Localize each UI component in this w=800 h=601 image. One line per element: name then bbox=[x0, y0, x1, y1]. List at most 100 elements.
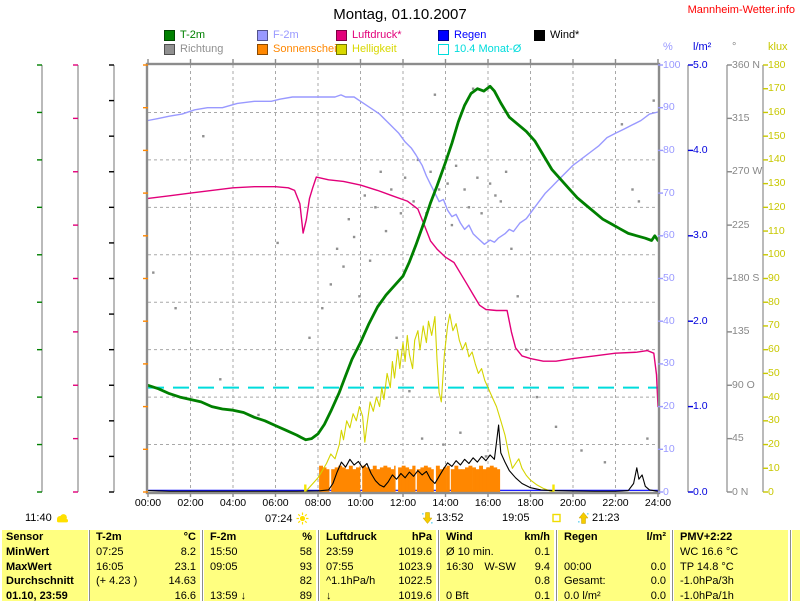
legend-label: Sonnenschein bbox=[273, 43, 343, 55]
series-sunshine-bar bbox=[457, 469, 462, 492]
table-group-f-2m: F-2m% 15:50 58 09:05 93 82 13:59 ↓ 89 bbox=[204, 530, 316, 601]
axis-label-percent: 0 bbox=[663, 485, 669, 498]
axis-label-brightness: 0 bbox=[768, 485, 774, 498]
axis-label-percent: 90 bbox=[663, 101, 675, 114]
x-axis-label: 04:00 bbox=[219, 497, 247, 509]
series-direction-dot bbox=[321, 307, 324, 310]
table-header-cell: F-2m% bbox=[204, 530, 316, 545]
table-text: TP 14.8 °C bbox=[680, 560, 734, 573]
series-direction-dot bbox=[347, 218, 350, 221]
series-direction-dot bbox=[384, 229, 388, 233]
table-row-label: 01.10, 23:59 bbox=[2, 589, 88, 601]
table-text: 82 bbox=[299, 575, 312, 587]
table-column-divider bbox=[318, 530, 319, 601]
table-text: km/h bbox=[524, 531, 550, 543]
report-time: 11:40 bbox=[25, 512, 70, 524]
table-text: 9.4 bbox=[534, 560, 550, 573]
table-row: 23:59 1019.6 bbox=[320, 545, 436, 560]
table-column-divider bbox=[790, 530, 791, 601]
series-sunshine-bar bbox=[319, 465, 323, 492]
table-group-wind: Wind km/h Ø 10 min. 0.1 16:30 W-SW 9.4 0.8 0 Bft… bbox=[440, 530, 554, 601]
table-row-label: Durchschnitt bbox=[2, 574, 88, 589]
series-sunshine-bar bbox=[341, 467, 346, 492]
table-text: F-2m bbox=[210, 531, 237, 543]
axis-label-brightness: 120 bbox=[768, 200, 786, 213]
moonset-arrow-icon bbox=[422, 512, 433, 524]
series-direction-dot bbox=[358, 295, 361, 298]
x-axis-label: 12:00 bbox=[389, 497, 417, 509]
series-direction-dot bbox=[494, 194, 497, 197]
series-sunshine-bar bbox=[379, 467, 384, 492]
legend-label: 10.4 Monat-Ø bbox=[454, 43, 522, 55]
legend-label: T-2m bbox=[180, 29, 206, 41]
legend-swatch-icon bbox=[257, 43, 268, 55]
axis-label-brightness: 140 bbox=[768, 153, 786, 166]
axis-label-percent: 70 bbox=[663, 186, 675, 199]
axis-label-direction: 315 bbox=[732, 111, 750, 124]
table-text: Sensor bbox=[6, 531, 44, 543]
table-text: -1.0hPa/1h bbox=[680, 589, 734, 601]
axis-label-rain: 0.0 bbox=[693, 485, 708, 498]
series-wind bbox=[147, 424, 659, 492]
axis-label-rain: 5.0 bbox=[693, 58, 708, 71]
table-group-pmv-2-22: PMV+2:22 WC 16.6 °C TP 14.8 °C -1.0hPa/3h -1… bbox=[674, 530, 788, 601]
table-text: ^1.1hPa/h bbox=[326, 575, 376, 587]
series-direction-dot bbox=[329, 283, 332, 286]
legend-label: Luftdruck* bbox=[352, 29, 402, 41]
table-text: Luftdruck bbox=[326, 531, 377, 543]
table-text: Ø 10 min. bbox=[446, 546, 494, 558]
table-text: 07:25 bbox=[96, 546, 124, 558]
series-sunshine-bar bbox=[369, 469, 374, 492]
table-text: 14.63 bbox=[168, 575, 196, 587]
axis-label-brightness: 20 bbox=[768, 438, 780, 451]
table-header-cell: Wind km/h bbox=[440, 530, 554, 545]
series-sunshine-bar bbox=[454, 465, 459, 492]
table-text: 01.10, 23:59 bbox=[6, 589, 68, 601]
series-direction-dot bbox=[459, 431, 462, 434]
series-direction-dot bbox=[403, 176, 407, 179]
table-text bbox=[440, 574, 446, 589]
series-direction-dot bbox=[257, 413, 260, 417]
series-direction-dot bbox=[352, 235, 356, 239]
series-sunshine-bar bbox=[482, 469, 487, 492]
series-sunshine-bar bbox=[412, 465, 416, 492]
table-text: 0.1 bbox=[534, 546, 550, 558]
series-luftdruck bbox=[147, 176, 659, 408]
table-column-divider bbox=[438, 530, 439, 601]
series-helligkeit bbox=[304, 313, 555, 493]
axis-label-brightness: 90 bbox=[768, 272, 780, 284]
series-sunshine-bar bbox=[326, 469, 330, 492]
axis-label-direction: 225 bbox=[732, 218, 750, 231]
watermark-link[interactable]: Mannheim-Wetter.info bbox=[687, 4, 795, 16]
series-sunshine-bar bbox=[496, 469, 501, 492]
series-sunshine-bar bbox=[443, 467, 447, 492]
table-text: 1022.5 bbox=[398, 575, 432, 587]
table-text: 13:59 ↓ bbox=[210, 589, 247, 601]
axis-unit-direction: ° bbox=[732, 41, 737, 53]
table-text: ↓ bbox=[326, 589, 332, 601]
series-direction-dot bbox=[554, 425, 558, 428]
series-direction-dot bbox=[580, 449, 583, 452]
series-direction-dot bbox=[335, 247, 339, 250]
table-text: 23:59 bbox=[326, 546, 354, 558]
table-text bbox=[90, 589, 96, 601]
series-sunshine-bar bbox=[423, 465, 428, 492]
table-row: Gesamt: 0.0 bbox=[558, 574, 670, 589]
table-text: 16:05 bbox=[96, 560, 124, 573]
sunset-time: 19:05 bbox=[502, 512, 563, 524]
table-header-cell: PMV+2:22 bbox=[674, 530, 788, 545]
table-text: 00:00 bbox=[564, 560, 592, 573]
legend-swatch-icon bbox=[438, 29, 449, 41]
axis-unit-percent: % bbox=[663, 41, 673, 53]
table-group-regen: Regen l/m² 00:00 0.0 Gesamt: 0.0 0.0 l/m² 0.0 bbox=[558, 530, 670, 601]
series-sunshine-bar bbox=[365, 467, 370, 492]
x-axis-label: 16:00 bbox=[474, 497, 502, 509]
moonrise-time: 21:23 bbox=[578, 512, 620, 524]
table-row: 07:25 8.2 bbox=[90, 545, 200, 560]
table-header-cell: Regen l/m² bbox=[558, 530, 670, 545]
series-sunshine-bar bbox=[472, 467, 476, 492]
table-text: Gesamt: bbox=[564, 575, 606, 587]
table-text bbox=[558, 545, 564, 560]
table-row: -1.0hPa/1h bbox=[674, 589, 788, 601]
